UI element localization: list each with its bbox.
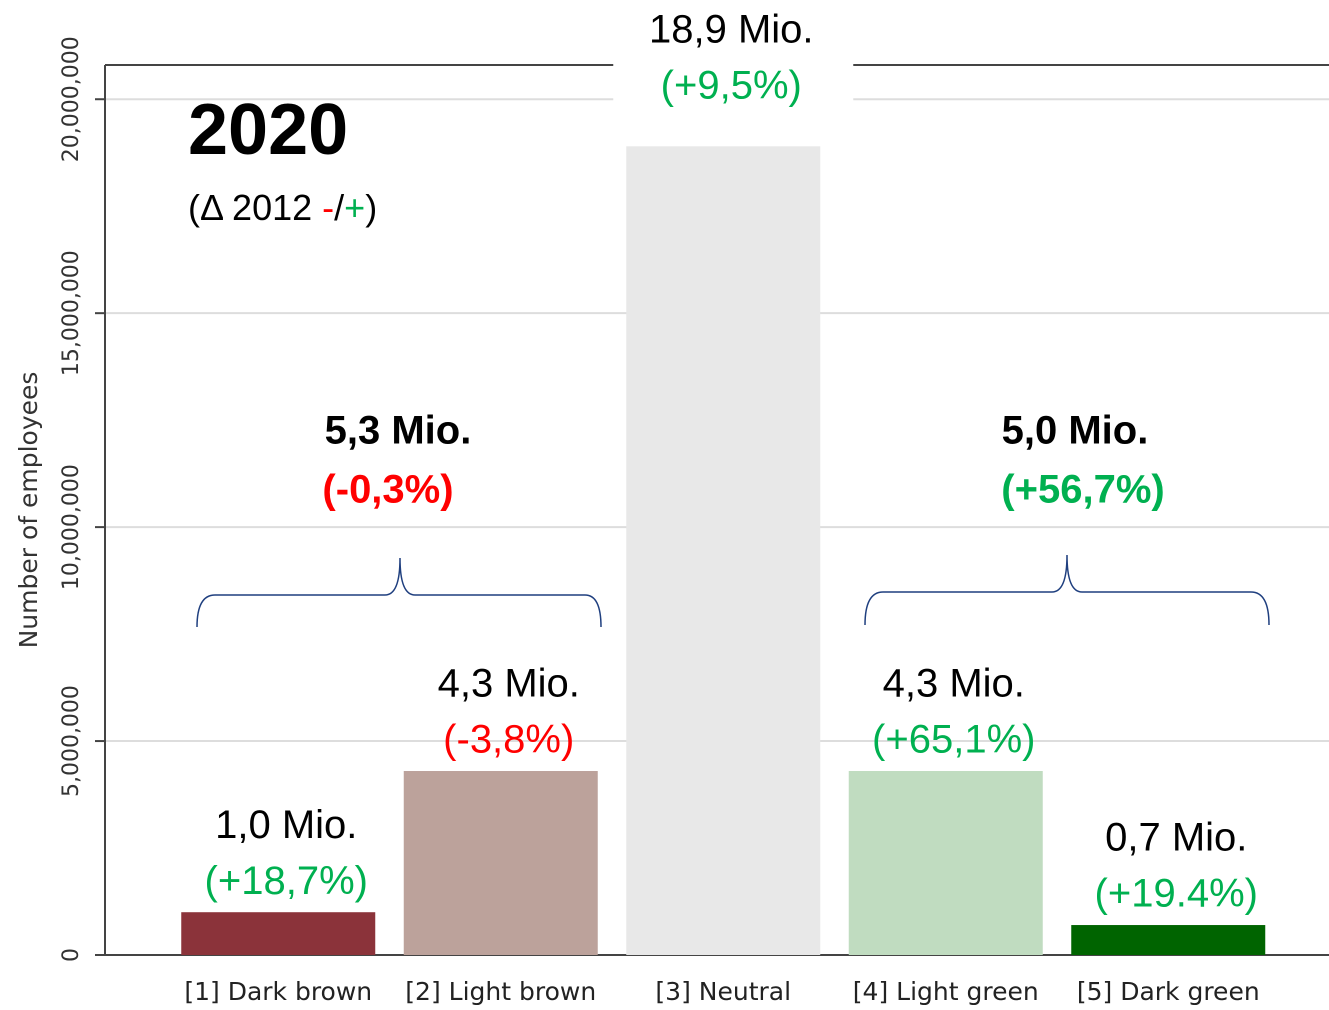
brace — [864, 554, 1270, 626]
change-label: (-3,8%) — [443, 718, 574, 762]
y-tick-label: 20,000,000 — [59, 36, 84, 162]
y-axis-label: Number of employees — [14, 372, 43, 649]
x-tick-label: [2] Light brown — [405, 977, 596, 1006]
change-label: (+19.4%) — [1095, 872, 1258, 916]
group-total: 5,0 Mio. — [1002, 409, 1149, 453]
group-total: 5,3 Mio. — [325, 409, 472, 453]
y-tick-label: 10,000,000 — [59, 464, 84, 590]
change-label: (+18,7%) — [205, 859, 368, 903]
x-tick-label: [3] Neutral — [655, 977, 791, 1006]
value-label: 4,3 Mio. — [438, 662, 580, 706]
bar — [1071, 925, 1266, 955]
group-change: (-0,3%) — [322, 468, 453, 512]
x-tick-label: [1] Dark brown — [184, 977, 372, 1006]
x-tick-label: [5] Dark green — [1077, 977, 1260, 1006]
chart-title: 2020 — [188, 90, 348, 170]
brace — [196, 557, 602, 628]
value-label: 1,0 Mio. — [215, 803, 357, 847]
y-tick-label: 15,000,000 — [59, 250, 84, 376]
bar — [403, 771, 598, 955]
bar — [626, 146, 821, 955]
change-label: (+65,1%) — [872, 718, 1035, 762]
y-tick-label: 5,000,000 — [59, 685, 84, 797]
value-label: 0,7 Mio. — [1105, 816, 1247, 860]
subtitle: (Δ 2012 -/+) — [188, 187, 377, 228]
bar — [181, 912, 376, 955]
change-label: (+9,5%) — [661, 64, 802, 108]
y-tick-label: 0 — [59, 948, 84, 962]
value-label: 4,3 Mio. — [883, 662, 1025, 706]
value-label: 18,9 Mio. — [649, 8, 814, 52]
group-change: (+56,7%) — [1001, 468, 1164, 512]
label-background — [613, 0, 854, 108]
bar — [848, 771, 1043, 955]
x-tick-label: [4] Light green — [853, 977, 1039, 1006]
